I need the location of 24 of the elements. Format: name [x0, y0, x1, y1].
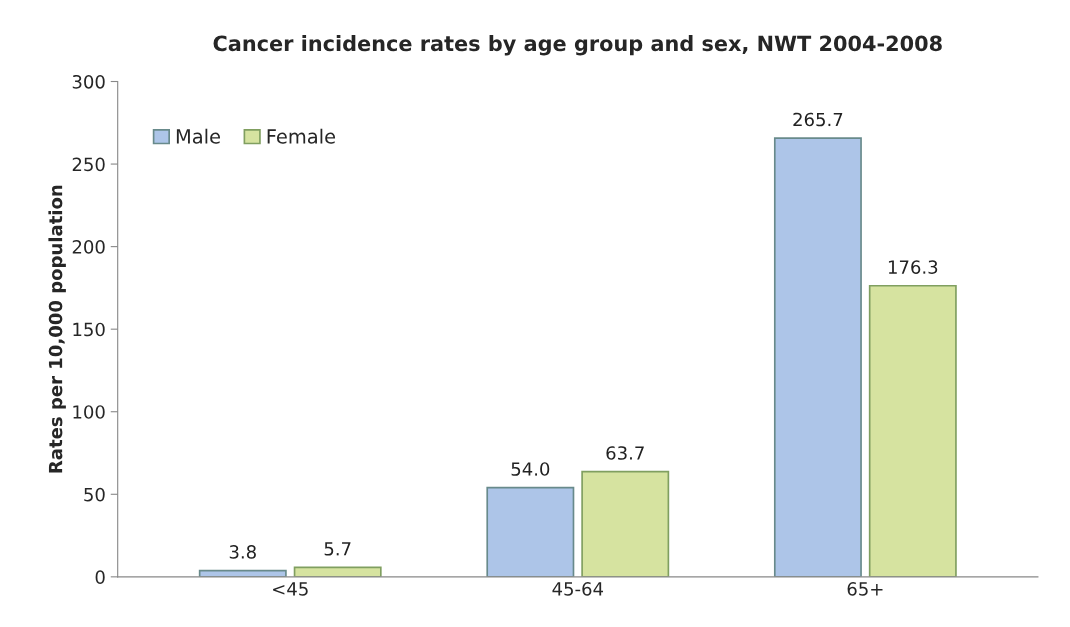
- legend-label: Female: [267, 128, 336, 144]
- chart-title: Cancer incidence rates by age group and sex, NWT 2004-2008: [213, 35, 942, 56]
- y-tick-label: 50: [84, 487, 105, 502]
- x-tick-label: 65+: [847, 582, 883, 596]
- y-tick-label: 150: [73, 322, 105, 337]
- bar: [773, 137, 862, 577]
- legend-label: Male: [176, 128, 221, 144]
- y-axis-title: Rates per 10,000 population: [48, 185, 66, 473]
- data-label: 63.7: [606, 446, 644, 460]
- data-label: 3.8: [229, 545, 256, 559]
- y-tick-label: 100: [73, 405, 105, 419]
- data-label: 54.0: [511, 462, 550, 476]
- y-tick-label: 200: [72, 240, 105, 254]
- x-tick-label: <45: [273, 582, 308, 596]
- bar: [486, 486, 575, 577]
- y-tick-label: 0: [95, 570, 105, 584]
- data-label: 176.3: [888, 260, 938, 274]
- bar: [868, 284, 957, 577]
- y-tick-label: 250: [72, 157, 105, 172]
- data-label: 265.7: [793, 112, 843, 127]
- x-tick-label: 45-64: [552, 582, 604, 596]
- bar: [581, 470, 670, 577]
- data-label: 5.7: [324, 542, 351, 556]
- y-tick-label: 300: [72, 74, 105, 89]
